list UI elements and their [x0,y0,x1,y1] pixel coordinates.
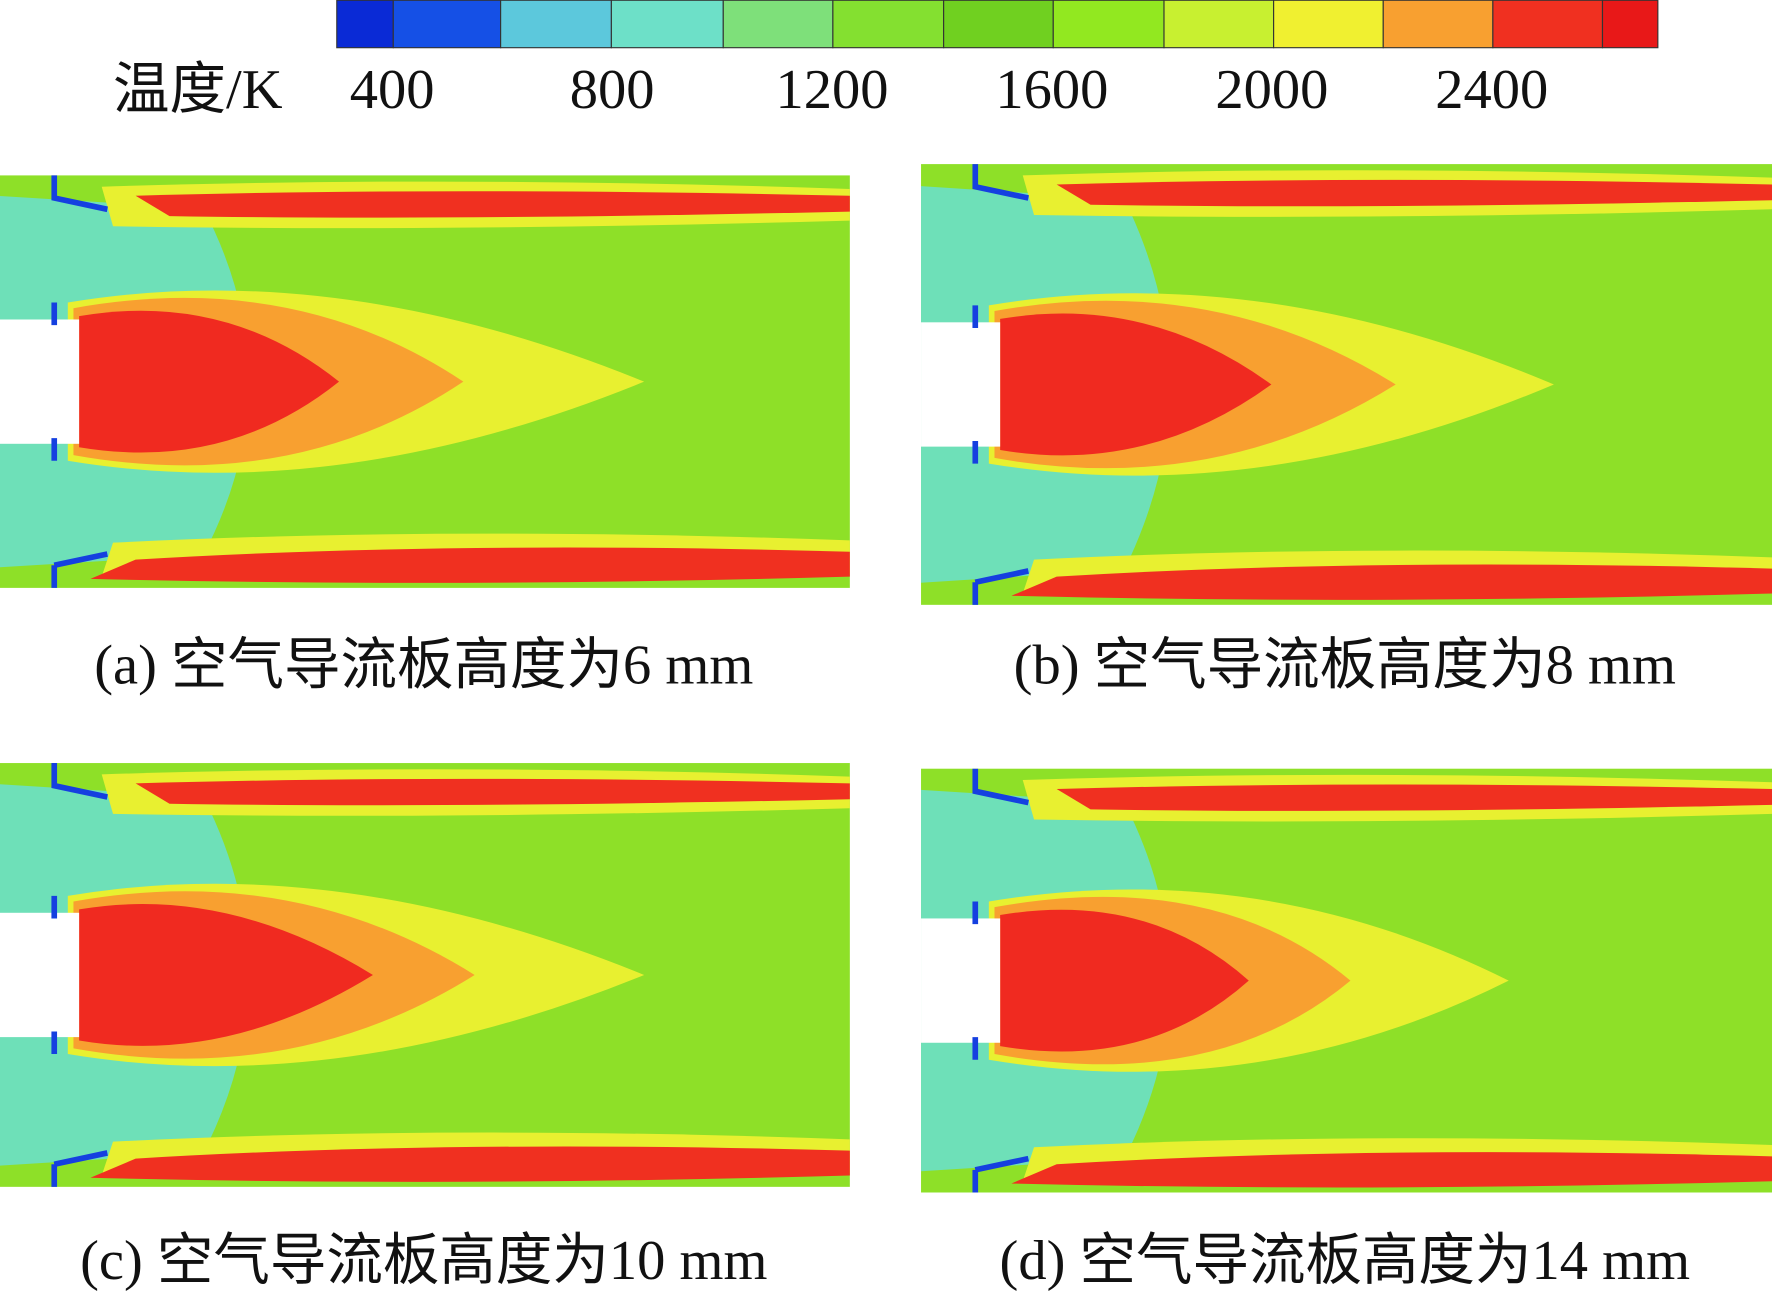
colorbar-segment [1382,0,1494,49]
panels: (a) 空气导流板高度为6 mm (b) 空气导流板高度为8 mm (c) 空气导流… [0,164,1772,1292]
contour-panel: (b) 空气导流板高度为8 mm [921,164,1772,696]
deflector [972,768,1029,1193]
band-red [1011,1152,1772,1188]
band-red [90,547,850,583]
colorbar-tick-label: 2000 [1215,59,1328,121]
deflector [51,175,108,588]
colorbar-segment [832,0,945,49]
colorbar-segment [500,0,612,49]
colorbar-tick-label: 2400 [1435,59,1548,121]
colorbar [336,0,1659,49]
contour-panel: (c) 空气导流板高度为10 mm [0,763,850,1292]
colorbar-segment [1492,0,1604,49]
flame-red [79,904,373,1046]
band-red [135,191,850,218]
colorbar-segment [392,0,502,49]
colorbar-ticks: 400 800 1200 1600 2000 2400 [350,59,1548,121]
band-red [1011,564,1772,600]
colorbar-segment [722,0,834,49]
colorbar-segment [1163,0,1275,49]
deflector [972,164,1029,605]
deflector [51,763,108,1187]
colorbar-segment [610,0,724,49]
colorbar-segment [1052,0,1165,49]
panel-caption: (a) 空气导流板高度为6 mm [94,634,753,696]
inlet-gap [0,319,80,444]
flame-red [1000,909,1249,1052]
colorbar-label: 温度/K [113,59,283,121]
panel-caption: (c) 空气导流板高度为10 mm [80,1230,767,1292]
band-red [135,778,850,806]
colorbar-segment [943,0,1054,49]
inlet-gap [0,912,80,1038]
colorbar-segment [1273,0,1384,49]
colorbar-segment [1601,0,1659,49]
flame-red [79,310,340,453]
colorbar-tick-label: 800 [570,59,655,121]
colorbar-segment [336,0,394,49]
panel-caption: (b) 空气导流板高度为8 mm [1014,634,1676,696]
band-red [1056,179,1772,207]
inlet-gap [921,918,1001,1043]
colorbar-tick-label: 1200 [775,59,888,121]
panel-caption: (d) 空气导流板高度为14 mm [1000,1230,1691,1292]
colorbar-tick-label: 400 [350,59,435,121]
contour-panel: (d) 空气导流板高度为14 mm [921,768,1772,1292]
contour-panel: (a) 空气导流板高度为6 mm [0,175,850,696]
band-red [1056,784,1772,811]
inlet-gap [921,322,1001,447]
band-red [90,1146,850,1182]
colorbar-tick-label: 1600 [995,59,1108,121]
flame-red [1000,313,1272,456]
